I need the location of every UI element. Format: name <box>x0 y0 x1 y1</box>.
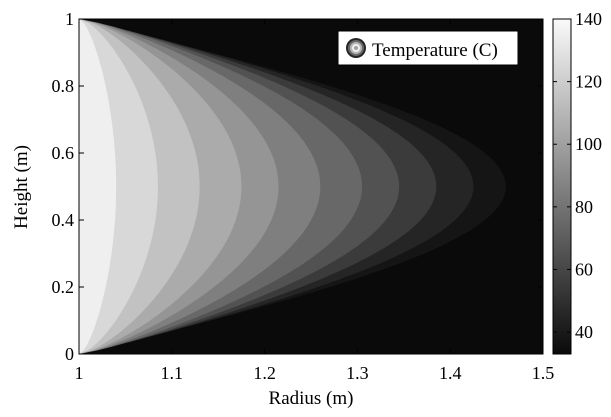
colorbar-ticks: 40 60 80 100 120 140 <box>553 9 602 342</box>
colorbar-tick-label: 60 <box>575 259 593 279</box>
y-tick-label: 0 <box>65 344 74 364</box>
colorbar-scale <box>552 18 572 355</box>
x-tick-label: 1.1 <box>161 363 184 383</box>
y-axis: 0 0.2 0.4 0.6 0.8 1 <box>52 9 543 364</box>
legend: Temperature (C) <box>337 30 519 66</box>
legend-box <box>337 30 519 66</box>
legend-label: Temperature (C) <box>372 40 498 61</box>
plot-frame <box>78 18 544 355</box>
y-tick-label: 0.6 <box>52 143 75 163</box>
y-tick-label: 1 <box>65 9 74 29</box>
x-axis: 1 1.1 1.2 1.3 1.4 1.5 <box>75 19 555 383</box>
legend-swatch-ring <box>354 46 358 50</box>
y-axis-label: Height (m) <box>11 145 32 229</box>
colorbar-tick-label: 80 <box>575 197 593 217</box>
y-tick-label: 0.8 <box>52 76 75 96</box>
colorbar: 40 60 80 100 120 140 <box>552 9 602 355</box>
colorbar-tick-label: 120 <box>575 72 602 92</box>
y-tick-label: 0.2 <box>52 277 75 297</box>
legend-swatch-icon <box>346 38 366 58</box>
x-tick-label: 1 <box>75 363 84 383</box>
x-tick-label: 1.2 <box>253 363 276 383</box>
contour-field <box>79 19 543 354</box>
colorbar-tick-label: 140 <box>575 9 602 29</box>
x-axis-label: Radius (m) <box>269 388 354 409</box>
x-tick-label: 1.4 <box>439 363 462 383</box>
x-tick-label: 1.3 <box>346 363 369 383</box>
colorbar-tick-label: 40 <box>575 322 593 342</box>
y-tick-label: 0.4 <box>52 210 75 230</box>
colorbar-tick-label: 100 <box>575 134 602 154</box>
contour-band <box>79 19 117 354</box>
x-tick-label: 1.5 <box>532 363 555 383</box>
